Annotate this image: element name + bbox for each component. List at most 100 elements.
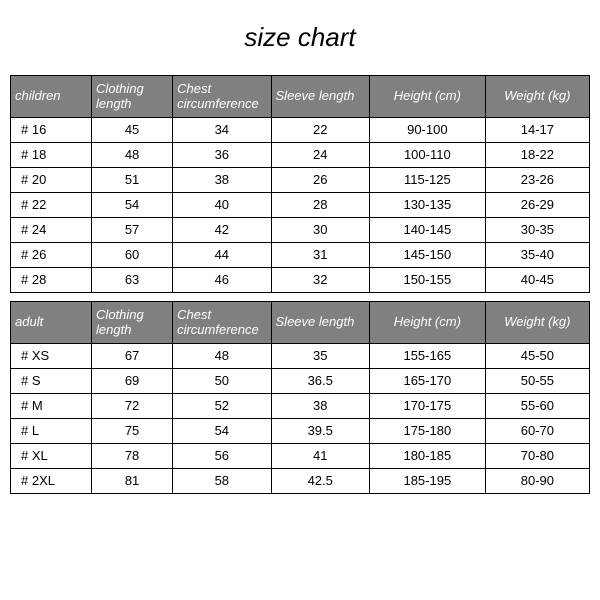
- cell-value: 32: [271, 268, 369, 293]
- cell-value: 180-185: [369, 444, 485, 469]
- cell-value: 52: [173, 394, 271, 419]
- cell-size: # 2XL: [11, 469, 92, 494]
- cell-value: 130-135: [369, 193, 485, 218]
- cell-value: 75: [92, 419, 173, 444]
- col-header-height: Height (cm): [369, 302, 485, 344]
- table-header-row: adult Clothing length Chest circumferenc…: [11, 302, 590, 344]
- table-row: # M725238170-17555-60: [11, 394, 590, 419]
- children-tbody: # 1645342290-10014-17# 18483624100-11018…: [11, 118, 590, 293]
- cell-value: 115-125: [369, 168, 485, 193]
- cell-size: # XS: [11, 344, 92, 369]
- page-title: size chart: [10, 22, 590, 53]
- children-size-table: children Clothing length Chest circumfer…: [10, 75, 590, 293]
- cell-value: 38: [173, 168, 271, 193]
- col-header-sleeve: Sleeve length: [271, 76, 369, 118]
- cell-size: # 16: [11, 118, 92, 143]
- cell-value: 60-70: [485, 419, 589, 444]
- table-row: # 24574230140-14530-35: [11, 218, 590, 243]
- cell-value: 36.5: [271, 369, 369, 394]
- cell-value: 63: [92, 268, 173, 293]
- table-row: # 18483624100-11018-22: [11, 143, 590, 168]
- cell-size: # 20: [11, 168, 92, 193]
- cell-value: 41: [271, 444, 369, 469]
- cell-size: # 24: [11, 218, 92, 243]
- table-row: # L755439.5175-18060-70: [11, 419, 590, 444]
- cell-value: 48: [92, 143, 173, 168]
- cell-size: # S: [11, 369, 92, 394]
- cell-value: 165-170: [369, 369, 485, 394]
- cell-size: # M: [11, 394, 92, 419]
- cell-value: 45: [92, 118, 173, 143]
- table-row: # 22544028130-13526-29: [11, 193, 590, 218]
- col-header-sleeve: Sleeve length: [271, 302, 369, 344]
- col-header-size: children: [11, 76, 92, 118]
- cell-value: 30-35: [485, 218, 589, 243]
- cell-value: 55-60: [485, 394, 589, 419]
- cell-size: # XL: [11, 444, 92, 469]
- cell-value: 54: [92, 193, 173, 218]
- cell-value: 42: [173, 218, 271, 243]
- cell-value: 35-40: [485, 243, 589, 268]
- cell-value: 170-175: [369, 394, 485, 419]
- cell-size: # 28: [11, 268, 92, 293]
- cell-value: 28: [271, 193, 369, 218]
- cell-value: 67: [92, 344, 173, 369]
- cell-value: 50-55: [485, 369, 589, 394]
- cell-value: 26-29: [485, 193, 589, 218]
- cell-value: 72: [92, 394, 173, 419]
- cell-value: 42.5: [271, 469, 369, 494]
- cell-value: 50: [173, 369, 271, 394]
- cell-value: 175-180: [369, 419, 485, 444]
- col-header-clen: Clothing length: [92, 302, 173, 344]
- cell-value: 51: [92, 168, 173, 193]
- col-header-clen: Clothing length: [92, 76, 173, 118]
- cell-value: 155-165: [369, 344, 485, 369]
- table-row: # 1645342290-10014-17: [11, 118, 590, 143]
- cell-value: 35: [271, 344, 369, 369]
- cell-value: 45-50: [485, 344, 589, 369]
- cell-value: 39.5: [271, 419, 369, 444]
- cell-value: 150-155: [369, 268, 485, 293]
- cell-value: 40: [173, 193, 271, 218]
- cell-value: 40-45: [485, 268, 589, 293]
- cell-value: 36: [173, 143, 271, 168]
- cell-size: # L: [11, 419, 92, 444]
- cell-value: 22: [271, 118, 369, 143]
- table-row: # XL785641180-18570-80: [11, 444, 590, 469]
- cell-value: 46: [173, 268, 271, 293]
- cell-value: 80-90: [485, 469, 589, 494]
- col-header-weight: Weight (kg): [485, 302, 589, 344]
- table-row: # XS674835155-16545-50: [11, 344, 590, 369]
- cell-value: 185-195: [369, 469, 485, 494]
- cell-value: 78: [92, 444, 173, 469]
- cell-value: 69: [92, 369, 173, 394]
- cell-value: 90-100: [369, 118, 485, 143]
- cell-value: 70-80: [485, 444, 589, 469]
- cell-value: 56: [173, 444, 271, 469]
- cell-value: 54: [173, 419, 271, 444]
- col-header-chest: Chest circumference: [173, 302, 271, 344]
- cell-value: 81: [92, 469, 173, 494]
- cell-value: 38: [271, 394, 369, 419]
- table-row: # 20513826115-12523-26: [11, 168, 590, 193]
- cell-value: 31: [271, 243, 369, 268]
- cell-size: # 22: [11, 193, 92, 218]
- col-header-size: adult: [11, 302, 92, 344]
- cell-value: 34: [173, 118, 271, 143]
- cell-value: 44: [173, 243, 271, 268]
- cell-size: # 26: [11, 243, 92, 268]
- cell-value: 24: [271, 143, 369, 168]
- table-header-row: children Clothing length Chest circumfer…: [11, 76, 590, 118]
- cell-value: 60: [92, 243, 173, 268]
- size-chart-page: size chart children Clothing length Ches…: [0, 0, 600, 600]
- col-header-weight: Weight (kg): [485, 76, 589, 118]
- cell-value: 140-145: [369, 218, 485, 243]
- col-header-height: Height (cm): [369, 76, 485, 118]
- cell-value: 57: [92, 218, 173, 243]
- col-header-chest: Chest circumference: [173, 76, 271, 118]
- cell-value: 18-22: [485, 143, 589, 168]
- cell-value: 14-17: [485, 118, 589, 143]
- cell-size: # 18: [11, 143, 92, 168]
- cell-value: 23-26: [485, 168, 589, 193]
- table-row: # 2XL815842.5185-19580-90: [11, 469, 590, 494]
